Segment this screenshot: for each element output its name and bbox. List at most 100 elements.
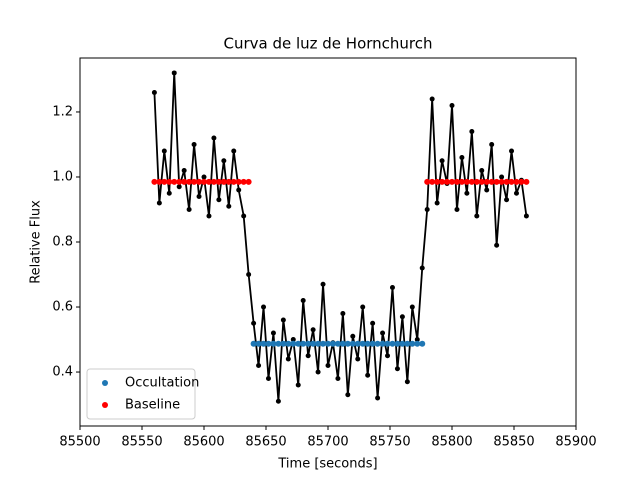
data-point [275,340,282,347]
x-tick-label: 85800 [431,435,472,450]
data-point [156,200,162,206]
x-tick-label: 85750 [369,435,410,450]
data-point [444,178,451,185]
data-point [434,200,440,206]
data-point [251,320,257,326]
data-point [478,178,485,185]
data-point [181,178,188,185]
data-point [215,178,222,185]
data-point [156,178,163,185]
data-point [186,206,192,212]
legend-marker [102,380,108,386]
data-point [310,327,316,333]
y-tick-label: 1.0 [52,169,73,184]
data-point [375,395,381,401]
x-tick-label: 85650 [245,435,286,450]
data-point [458,178,465,185]
data-point [523,178,530,185]
legend-marker [102,402,108,408]
data-point [166,190,172,196]
data-point [210,178,217,185]
data-point [394,366,400,372]
data-point [469,128,475,134]
data-point [479,167,485,173]
data-point [414,340,421,347]
data-point [518,178,525,185]
data-point [329,340,336,347]
data-point [499,174,505,180]
data-point [320,281,326,287]
data-point [379,340,386,347]
legend-label: Occultation [125,376,199,391]
x-tick-label: 85700 [307,435,348,450]
data-point [399,340,406,347]
data-point [344,340,351,347]
data-point [225,178,232,185]
data-point [334,340,341,347]
data-point [206,213,212,219]
data-point [513,178,520,185]
y-tick-label: 0.6 [52,300,73,315]
data-point [498,178,505,185]
data-point [424,206,430,212]
data-point [315,340,322,347]
x-axis-label: Time [seconds] [277,457,377,472]
data-point [201,174,207,180]
data-point [280,340,287,347]
data-point [315,369,321,375]
data-point [320,340,327,347]
data-point [310,340,317,347]
data-point [191,178,198,185]
data-point [305,340,312,347]
data-point [414,337,420,343]
data-point [509,148,515,154]
data-point [191,141,197,147]
data-point [340,311,346,317]
data-point [300,340,307,347]
data-point [176,178,183,185]
y-axis-label: Relative Flux [29,200,44,284]
data-point [473,178,480,185]
data-point [429,178,436,185]
data-point [409,340,416,347]
plot-area [151,70,530,404]
data-point [196,178,203,185]
data-point [389,340,396,347]
data-point [424,178,431,185]
data-point [429,96,435,102]
data-point [230,178,237,185]
data-point [354,340,361,347]
data-point [374,340,381,347]
data-point [171,178,178,185]
data-point [211,135,217,141]
data-point [504,197,510,203]
data-point [493,178,500,185]
data-point [270,340,277,347]
data-point [370,320,376,326]
data-point [380,330,386,336]
data-point [196,193,202,199]
data-point [201,178,207,185]
legend-label: Baseline [125,398,180,413]
data-point [523,213,529,219]
data-point [171,70,177,76]
data-point [161,178,168,185]
data-point [349,340,356,347]
legend-box [86,368,196,420]
data-point [434,178,441,185]
data-point [350,333,356,339]
data-point [255,340,262,347]
data-point [290,340,297,347]
data-point [365,372,371,378]
data-point [151,89,157,95]
data-point [275,398,281,404]
x-tick-label: 85500 [59,435,100,450]
data-point [235,178,242,185]
data-point [265,376,271,382]
data-point [389,285,395,291]
data-point [355,356,361,362]
data-point [241,213,247,219]
data-point [513,190,519,196]
data-point [285,356,291,362]
